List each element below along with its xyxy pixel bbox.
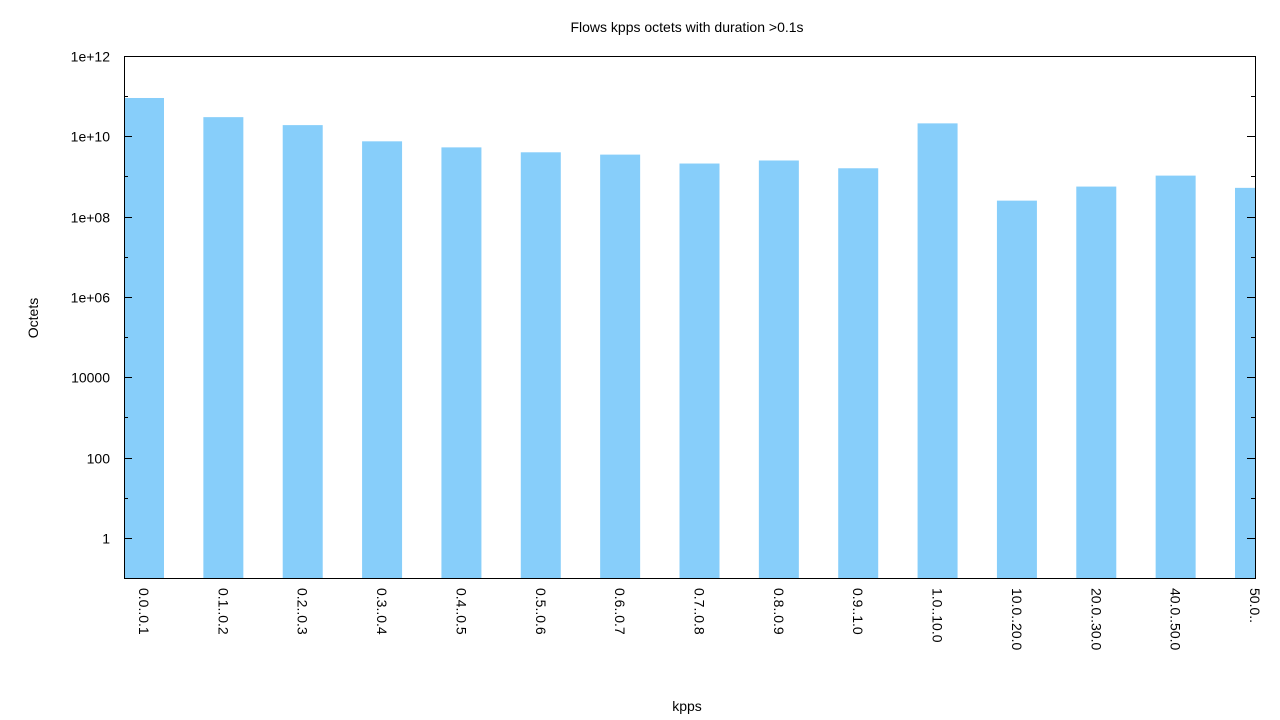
bar-10.0..20.0 [996,200,1037,578]
y-tick-label: 1 [102,531,110,547]
x-axis-label: kpps [672,698,702,714]
y-axis-label: Octets [25,298,41,338]
bar-40.0..50.0 [1155,175,1196,578]
y-tick-label: 10000 [71,370,110,386]
y-tick-label: 1e+06 [71,290,111,306]
y-tick-label: 1e+12 [71,49,111,65]
bar-0.7..0.8 [679,163,720,578]
y-axis-ticks: 1 100 10000 1e+06 1e+08 1e+10 1e+12 [71,49,1255,579]
bar-0.4..0.5 [441,147,482,578]
y-tick-label: 1e+08 [71,210,111,226]
bar-50.0.. [1235,187,1255,578]
bar-0.8..0.9 [758,160,799,578]
bar-0.2..0.3 [282,125,323,579]
chart-title: Flows kpps octets with duration >0.1s [570,19,803,35]
x-tick-label: 1.0..10.0 [930,588,946,643]
bar-0.6..0.7 [600,154,641,578]
x-tick-label: 40.0..50.0 [1168,588,1184,650]
x-tick-label: 0.1..0.2 [215,588,231,635]
x-tick-label: 0.5..0.6 [533,588,549,635]
plot-frame [124,56,1256,579]
x-axis-ticks: 0.0..0.1 0.1..0.2 0.2..0.3 0.3..0.4 0.4..0.5… [136,588,1263,650]
x-tick-label: 0.3..0.4 [374,588,390,635]
x-tick-label: 0.7..0.8 [692,588,708,635]
x-tick-label: 0.4..0.5 [453,588,469,635]
bars-layer [124,97,1255,579]
x-tick-label: 10.0..20.0 [1009,588,1025,650]
bar-0.9..1.0 [838,168,879,579]
x-tick-label: 0.2..0.3 [295,588,311,635]
x-tick-label: 0.9..1.0 [850,588,866,635]
x-tick-label: 0.6..0.7 [612,588,628,635]
bar-20.0..30.0 [1076,186,1117,578]
y-tick-label: 100 [87,451,111,467]
bar-0.5..0.6 [520,152,561,579]
y-tick-label: 1e+10 [71,129,111,145]
x-tick-label: 50.0.. [1247,588,1263,623]
bar-0.3..0.4 [362,141,403,578]
x-tick-label: 0.0..0.1 [136,588,152,635]
x-tick-label: 20.0..30.0 [1088,588,1104,650]
bar-0.1..0.2 [203,117,244,578]
bar-0.0..0.1 [124,97,164,579]
bar-1.0..10.0 [917,123,958,578]
x-tick-label: 0.8..0.9 [771,588,787,635]
